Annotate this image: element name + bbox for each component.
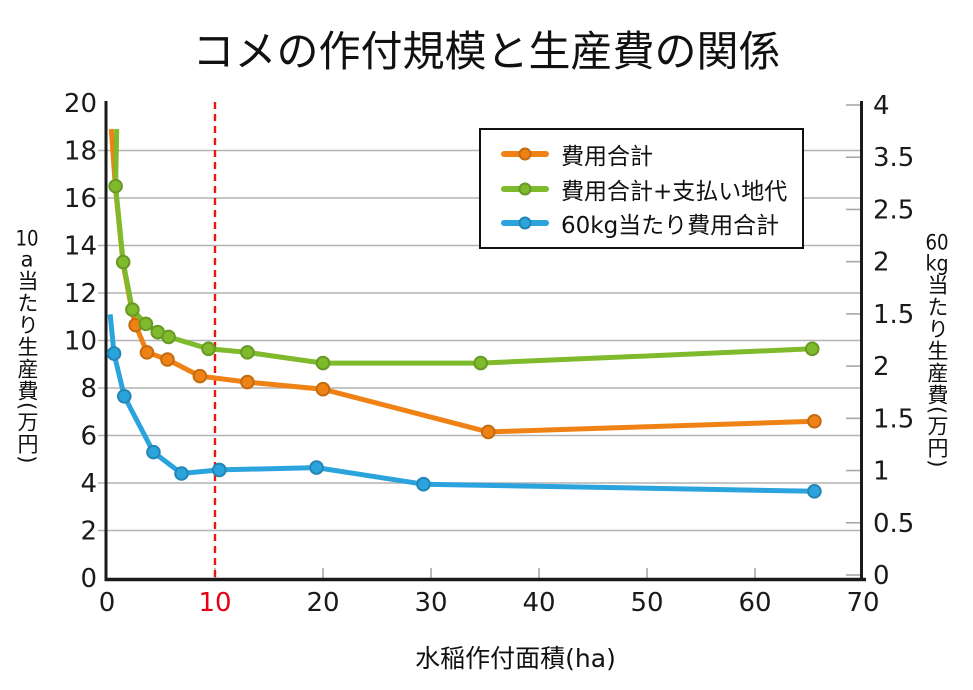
y-left-axis-title: 10a当たり生産費(万円) bbox=[15, 228, 40, 465]
y-right-tick-label: 0 bbox=[873, 561, 890, 591]
y-right-tick-label: 1.5 bbox=[873, 300, 914, 330]
y-right-axis-title: 60kg当たり生産費(万円) bbox=[925, 232, 950, 469]
y-right-tick-label: 4 bbox=[873, 91, 890, 121]
legend-label: 60kg当たり費用合計 bbox=[561, 213, 780, 240]
data-point bbox=[807, 413, 822, 429]
data-point bbox=[480, 424, 496, 440]
chart-title: コメの作付規模と生産費の関係 bbox=[192, 27, 781, 76]
x-tick-label: 40 bbox=[522, 588, 555, 618]
legend-label: 費用合計 bbox=[561, 143, 653, 170]
y-left-tick-label: 8 bbox=[80, 374, 97, 404]
y-right-tick-label: 1 bbox=[873, 457, 890, 487]
x-tick-label: 20 bbox=[306, 588, 339, 618]
x-tick-label: 70 bbox=[846, 588, 879, 618]
data-point bbox=[240, 374, 255, 390]
data-point bbox=[192, 368, 208, 384]
data-point bbox=[108, 178, 123, 194]
y-left-tick-label: 6 bbox=[80, 422, 97, 452]
data-point bbox=[146, 444, 161, 460]
data-point bbox=[125, 302, 140, 317]
data-point bbox=[115, 254, 131, 270]
series-2 bbox=[106, 314, 822, 499]
legend-label: 費用合計+支払い地代 bbox=[561, 178, 788, 205]
y-right-ticks: 4 3.5 2.5 2 1.5 2 1.5 1 0.5 0 bbox=[846, 91, 914, 591]
data-point bbox=[315, 381, 331, 397]
data-point bbox=[138, 316, 154, 332]
y-left-tick-label: 0 bbox=[80, 564, 97, 594]
data-point bbox=[174, 466, 189, 481]
y-left-tick-label: 18 bbox=[64, 137, 97, 167]
x-tick-label: 0 bbox=[99, 588, 116, 618]
data-point bbox=[161, 329, 176, 345]
y-right-tick-label: 3.5 bbox=[873, 143, 914, 173]
legend-box: 費用合計 費用合計+支払い地代 60kg当たり費用合計 bbox=[479, 128, 804, 249]
y-left-tick-label: 2 bbox=[80, 517, 97, 547]
data-point bbox=[315, 355, 331, 371]
legend-item: 60kg当たり費用合計 bbox=[501, 206, 796, 240]
y-right-tick-label: 0.5 bbox=[873, 509, 914, 539]
data-point bbox=[116, 389, 132, 404]
axes bbox=[104, 101, 866, 582]
y-left-tick-label: 14 bbox=[64, 232, 97, 262]
y-left-tick-label: 12 bbox=[64, 279, 97, 309]
y-right-tick-label: 2.5 bbox=[873, 195, 914, 225]
x-tick-labels: 0 10 20 30 40 50 60 70 bbox=[99, 588, 880, 618]
x-tick-label: 30 bbox=[414, 588, 447, 618]
data-point bbox=[201, 341, 216, 357]
legend-swatch-line-dot bbox=[501, 182, 549, 195]
y-left-tick-label: 4 bbox=[80, 469, 97, 499]
data-point bbox=[416, 476, 431, 492]
series-1 bbox=[108, 129, 820, 371]
data-point bbox=[240, 345, 255, 360]
data-point bbox=[212, 462, 227, 478]
data-point bbox=[807, 484, 822, 499]
data-point bbox=[309, 460, 324, 475]
x-tick-label: 50 bbox=[630, 588, 663, 618]
x-axis-title: 水稲作付面積(ha) bbox=[415, 644, 616, 673]
data-point bbox=[160, 352, 175, 367]
y-right-tick-label: 1.5 bbox=[873, 404, 914, 434]
data-point bbox=[804, 341, 820, 357]
legend-swatch-line-dot bbox=[501, 216, 549, 230]
x-tick-label: 10 bbox=[198, 588, 231, 618]
y-left-tick-label: 20 bbox=[64, 89, 97, 119]
legend-item: 費用合計+支払い地代 bbox=[501, 172, 796, 206]
legend-item: 費用合計 bbox=[501, 137, 796, 171]
y-left-tick-label: 16 bbox=[64, 184, 97, 214]
y-left-tick-label: 10 bbox=[64, 327, 97, 357]
x-tick-label: 60 bbox=[738, 588, 771, 618]
y-right-tick-label: 2 bbox=[873, 352, 890, 382]
y-right-tick-label: 2 bbox=[873, 248, 890, 278]
data-point bbox=[139, 345, 155, 360]
data-point bbox=[473, 355, 488, 371]
legend-swatch-line-dot bbox=[501, 147, 549, 161]
data-point bbox=[106, 346, 122, 361]
